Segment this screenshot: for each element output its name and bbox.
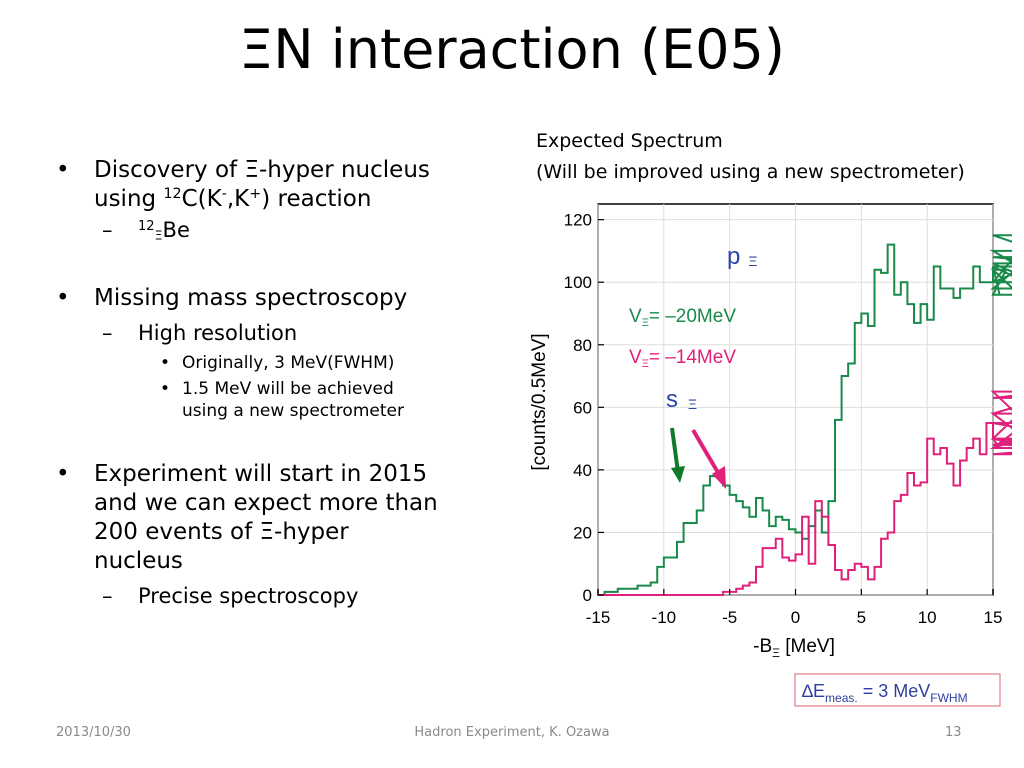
y-tick-label: 20	[573, 523, 592, 542]
spectrum-chart: 0 20 40 60 80 100 120 -15 -10 -5 0 5 10 15 [counts/0.…	[529, 203, 1012, 707]
bullet-dot: •	[56, 285, 70, 311]
bullet-dot: •	[56, 157, 70, 183]
bullet-missing-mass: • Missing mass spectroscopy	[56, 285, 408, 311]
sub-bullet-high-resolution: – High resolution	[102, 321, 298, 345]
legend-v14: VΞ= –14MeV	[629, 347, 736, 370]
footer-page-number: 13	[945, 725, 962, 740]
x-tick-label: 10	[918, 608, 937, 627]
resolution-text: ∆Emeas. = 3 MeVFWHM	[802, 681, 968, 705]
x-tick-label: 0	[791, 608, 800, 627]
green-arrow	[670, 427, 685, 483]
y-tick-label: 0	[583, 586, 592, 605]
expected-spectrum-caption: Expected Spectrum (Will be improved usin…	[536, 130, 965, 183]
y-tick-label: 40	[573, 461, 592, 480]
bullet-experiment: • Experiment will start in 2015 and we c…	[56, 460, 496, 576]
legend-v20: VΞ= –20MeV	[629, 306, 736, 329]
bullet-dot: •	[56, 461, 70, 487]
footer-date: 2013/10/30	[56, 725, 131, 740]
sub-bullet-precise: – Precise spectroscopy	[102, 584, 359, 608]
resolution-box	[794, 673, 1001, 707]
pink-arrow	[691, 428, 726, 489]
x-tick-label: -15	[586, 608, 611, 627]
x-tick-label: -10	[652, 608, 677, 627]
subsub-bullet-originally: • Originally, 3 MeV(FWHM)	[160, 353, 395, 373]
y-tick-label: 100	[564, 273, 592, 292]
bullet-dash: –	[102, 584, 113, 608]
bullet-discovery: • Discovery of Ξ-hyper nucleus using 12C…	[56, 156, 496, 214]
y-tick-label: 60	[573, 398, 592, 417]
x-tick-label: 15	[984, 608, 1003, 627]
bullet-dot: •	[160, 353, 171, 373]
bullet-discovery-line2: using 12C(K-,K+) reaction	[94, 186, 372, 212]
y-axis-label: [counts/0.5MeV]	[529, 333, 550, 470]
series-1-histogram	[598, 390, 1012, 596]
xi-symbol: Ξ	[244, 157, 259, 183]
bullet-dot: •	[160, 379, 171, 399]
title-text: N interaction (E05)	[273, 18, 785, 81]
histogram-line-1	[598, 390, 1012, 596]
y-tick-label: 120	[564, 211, 592, 230]
y-tick-label: 80	[573, 336, 592, 355]
bullet-discovery-line1: Discovery of Ξ-hyper nucleus	[94, 157, 430, 183]
x-axis-label: -BΞ [MeV]	[753, 636, 835, 660]
bullet-experiment-line3: 200 events of Ξ-hyper	[94, 519, 349, 545]
subsub-bullet-achieved: • 1.5 MeV will be achieved using a new s…	[160, 379, 404, 421]
histogram-line-0	[598, 234, 1012, 596]
bullet-dash: –	[102, 218, 113, 242]
xi-symbol: Ξ	[259, 519, 275, 545]
slide-title: ΞN interaction (E05)	[0, 18, 1024, 81]
x-tick-label: 5	[857, 608, 866, 627]
title-xi-symbol: Ξ	[239, 18, 274, 81]
series-0-histogram	[598, 234, 1012, 596]
bullet-dash: –	[102, 321, 113, 345]
x-tick-label: -5	[722, 608, 737, 627]
sub-bullet-xi-be: – 12ΞBe	[102, 218, 190, 243]
footer-center: Hadron Experiment, K. Ozawa	[414, 725, 610, 740]
bullet-list: • Discovery of Ξ-hyper nucleus using 12C…	[56, 156, 496, 610]
